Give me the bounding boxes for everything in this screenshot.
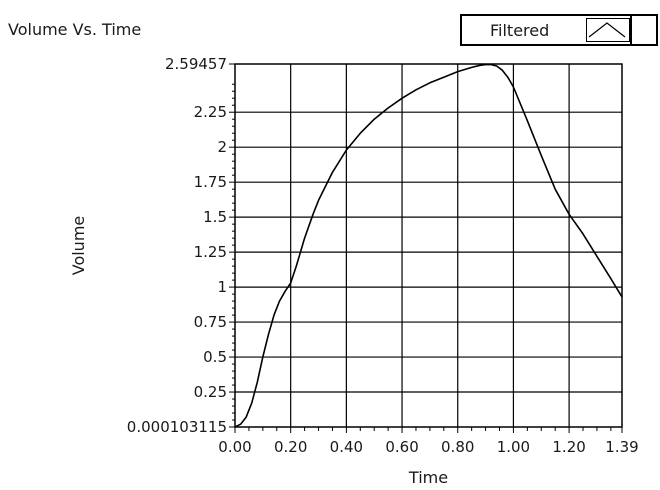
series-line-filtered [234,63,623,428]
y-axis-label: Volume [69,216,88,276]
y-tick-label: 2.59457 [165,55,227,73]
plot-legend[interactable]: Filtered [460,14,658,46]
legend-series-name: Filtered [490,21,550,40]
y-tick-label: 0.5 [203,348,227,366]
y-tick-label: 1.5 [203,208,227,226]
legend-line-swatch-icon[interactable] [586,18,630,42]
plot-frame [234,63,623,428]
x-tick-label: 1.00 [497,438,530,456]
x-tick-label: 0.00 [218,438,251,456]
x-tick-label: 0.80 [441,438,474,456]
y-tick-label: 1.25 [194,243,227,261]
y-tick-label: 2.25 [194,103,227,121]
chart-title: Volume Vs. Time [8,20,142,39]
x-tick-label: 1.20 [552,438,585,456]
grid-lines [235,64,622,427]
y-tick-label: 2 [217,138,227,156]
x-tick-label: 0.40 [330,438,363,456]
series-layer [234,63,623,428]
x-tick-label: 0.20 [274,438,307,456]
axis-ticks: 0.00 0.20 0.40 0.60 0.80 1.00 1.20 1.39 0.000103… [127,55,639,456]
legend-scroll-area[interactable] [630,16,654,44]
y-tick-label: 0.25 [194,383,227,401]
x-tick-label: 1.39 [605,438,638,456]
x-tick-label: 0.60 [385,438,418,456]
x-axis-label: Time [408,468,448,487]
y-tick-label: 1 [217,278,227,296]
y-tick-label: 0.75 [194,313,227,331]
y-tick-label: 1.75 [194,173,227,191]
y-tick-label: 0.000103115 [127,418,227,436]
